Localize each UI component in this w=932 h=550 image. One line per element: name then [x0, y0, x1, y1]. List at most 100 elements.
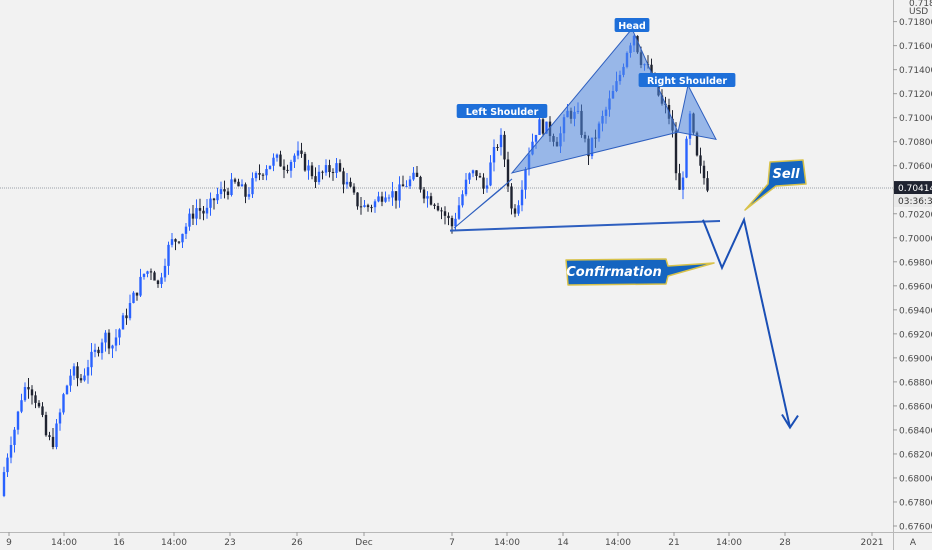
candle-down [447, 215, 450, 219]
candle-down [695, 132, 699, 156]
candle-up [363, 205, 366, 207]
candle-down [478, 175, 482, 178]
candle-up [254, 172, 258, 179]
candle-up [391, 191, 394, 198]
auto-scale-button: A [910, 538, 917, 548]
candle-down [503, 134, 506, 160]
candle-down [440, 210, 443, 212]
candle-up [468, 173, 471, 180]
candle-up [170, 239, 174, 245]
candle-down [30, 389, 34, 396]
right-shoulder-label: Right Shoulder [647, 76, 727, 87]
countdown-label: 03:36:30 [898, 197, 932, 207]
x-tick-label: 2021 [861, 538, 884, 548]
candle-up [307, 165, 310, 171]
candle-up [62, 394, 65, 413]
confirmation-callout-bubble [565, 258, 715, 286]
candle-up [272, 157, 275, 166]
candle-up [275, 154, 279, 158]
candle-down [401, 184, 405, 187]
candle-down [198, 208, 202, 211]
candle-down [226, 191, 230, 196]
candle-down [475, 170, 478, 176]
candle-down [678, 173, 681, 190]
candle-down [27, 387, 30, 390]
candle-down [303, 153, 307, 171]
candle-down [338, 163, 342, 172]
candle-down [314, 176, 317, 183]
candle-up [499, 134, 503, 148]
left-shoulder-triangle [453, 178, 513, 229]
candle-down [282, 166, 286, 170]
candle-up [464, 179, 468, 195]
candle-up [681, 177, 685, 190]
candle-up [324, 165, 328, 173]
time-axis-panel [0, 532, 932, 550]
candle-down [223, 189, 226, 192]
candle-down [237, 181, 240, 187]
candle-up [55, 423, 58, 447]
sell-label: Sell [772, 167, 800, 182]
candle-down [422, 189, 426, 199]
candle-up [160, 277, 163, 285]
candle-up [426, 196, 429, 199]
candle-down [433, 204, 436, 206]
candle-up [58, 412, 62, 424]
candle-up [293, 155, 296, 162]
candle-down [331, 171, 335, 173]
candle-down [76, 366, 79, 379]
x-tick-label: 7 [449, 538, 455, 548]
candle-down [48, 435, 51, 437]
x-tick-label: 16 [113, 538, 125, 548]
candle-up [534, 134, 538, 142]
candle-down [328, 165, 331, 172]
candle-down [156, 280, 160, 285]
candle-up [163, 265, 167, 278]
candle-up [72, 366, 76, 376]
candle-up [454, 218, 457, 227]
candle-up [23, 387, 27, 401]
candle-down [191, 213, 195, 219]
candle-down [674, 130, 678, 174]
candle-up [181, 233, 184, 243]
x-tick-label: Dec [355, 538, 372, 548]
candle-down [436, 205, 440, 211]
candle-up [9, 445, 13, 458]
candle-up [412, 172, 415, 180]
candle-up [128, 303, 132, 319]
candle-up [167, 244, 170, 266]
right-shoulder-triangle [677, 83, 717, 140]
candle-up [520, 189, 524, 206]
current-price-label: 0.70414 [898, 184, 932, 194]
countdown-badge [894, 194, 932, 208]
projection-line [702, 216, 791, 428]
candle-up [20, 400, 23, 412]
candle-down [233, 179, 237, 182]
candle-up [69, 375, 72, 386]
candle-down [261, 174, 265, 176]
right-shoulder-label-bg [638, 73, 736, 87]
x-tick-label: 26 [291, 538, 303, 548]
candle-up [100, 342, 104, 354]
candle-down [174, 239, 177, 242]
candle-up [118, 329, 121, 338]
candle-up [230, 179, 233, 196]
candle-up [268, 165, 272, 170]
candle-up [205, 207, 209, 214]
candle-up [387, 197, 391, 199]
left-shoulder-label: Left Shoulder [466, 107, 539, 118]
candle-up [114, 337, 118, 346]
confirmation-label: Confirmation [566, 265, 662, 280]
candle-down [34, 395, 37, 403]
candle-up [104, 332, 107, 343]
candle-down [310, 165, 314, 177]
candle-down [153, 272, 156, 281]
